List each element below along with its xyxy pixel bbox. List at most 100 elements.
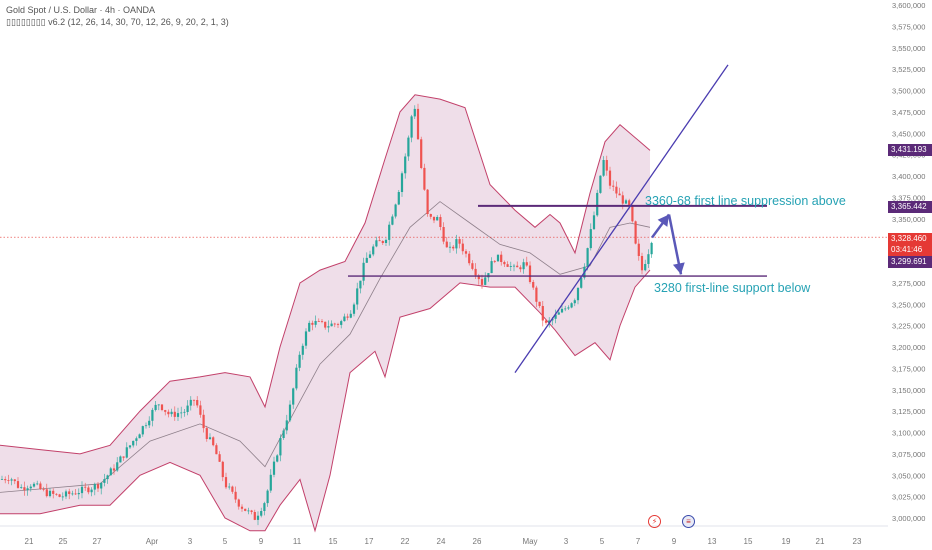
candle-body [416,108,420,140]
candle-body [20,487,23,488]
candle-body [164,410,167,412]
x-tick-label: 22 [401,537,410,546]
bollinger-band-fill [0,94,650,531]
candle-body [292,388,295,405]
candle-body [138,434,141,439]
candle-body [221,461,224,478]
candle-body [23,487,26,490]
candle-body [525,262,528,266]
candle-body [442,227,445,242]
candle-body [151,409,154,421]
candle-body [205,428,208,439]
candle-body [368,254,372,258]
candle-body [352,304,356,314]
candle-body [455,239,458,249]
candle-body [573,300,576,304]
candle-body [10,479,13,481]
price-label-current: 3,328.460 [888,233,932,245]
candle-body [564,308,567,310]
candle-body [557,312,560,315]
candle-body [122,456,125,458]
y-tick-label: 3,225,000 [892,322,925,331]
candle-body [429,214,432,217]
us-flag-event-icon[interactable]: ≡ [682,515,695,528]
candle-body [496,254,500,262]
price-countdown: 03:41:46 [888,244,932,256]
y-tick-label: 3,600,000 [892,1,925,10]
candle-body [39,483,42,489]
candle-body [176,413,180,417]
candle-body [87,487,90,493]
candle-body [128,445,132,448]
candle-body [68,491,71,494]
candle-body [196,400,199,406]
candle-body [576,287,580,301]
candle-body [253,512,256,520]
lightning-event-icon[interactable]: ⚡ [648,515,661,528]
candle-body [608,170,612,186]
candle-body [544,320,548,323]
candle-body [516,265,519,268]
candle-body [45,489,48,497]
indicator-legend[interactable]: ▯▯▯▯▯▯▯▯ v6.2 (12, 26, 14, 30, 70, 12, 2… [6,17,229,27]
symbol-title[interactable]: Gold Spot / U.S. Dollar · 4h · OANDA [6,5,156,15]
x-tick-label: 24 [437,537,446,546]
x-tick-label: 17 [365,537,374,546]
candle-body [372,246,375,255]
candle-body [506,264,509,267]
candle-body [333,323,336,325]
candle-body [359,280,362,289]
x-tick-label: 26 [473,537,482,546]
y-tick-label: 3,575,000 [892,22,925,31]
price-axis-pane [888,0,932,550]
bollinger-lower-line [0,269,651,533]
candle-body [615,186,618,194]
candle-body [388,224,391,240]
price-label-resistance: 3,365.442 [888,201,932,213]
bollinger-basis-line [0,201,651,493]
candle-body [183,411,186,413]
y-tick-label: 3,175,000 [892,364,925,373]
candle-body [202,414,205,429]
candle-body [484,277,487,285]
candle-body [52,490,55,494]
candle-body [528,265,532,282]
candle-body [432,216,436,221]
candle-body [423,167,426,190]
candle-body [208,437,212,440]
candle-body [64,491,68,497]
y-tick-label: 3,525,000 [892,65,925,74]
y-tick-label: 3,050,000 [892,471,925,480]
candle-body [468,253,471,264]
candle-body [647,254,650,264]
candle-body [541,306,544,321]
candle-body [445,241,448,248]
x-tick-label: 21 [25,537,34,546]
candle-body [634,221,637,244]
candle-body [621,195,624,204]
candle-body [276,455,279,462]
x-tick-label: 19 [782,537,791,546]
candle-body [538,301,541,306]
candle-body [400,173,404,192]
candle-body [628,200,631,206]
candle-body [301,345,304,355]
candle-body [180,412,183,414]
candle-body [288,404,292,421]
y-tick-label: 3,350,000 [892,215,925,224]
x-tick-label: 15 [329,537,338,546]
candle-body [413,108,416,117]
candle-body [596,192,599,216]
candle-body [224,477,228,488]
candle-body [343,316,346,322]
candle-body [493,261,496,262]
candle-body [0,479,4,480]
x-tick-label: 3 [188,537,193,546]
candle-body [141,426,144,435]
candle-body [404,156,407,174]
candle-body [170,411,173,415]
candle-body [160,404,164,410]
candle-body [244,508,247,511]
